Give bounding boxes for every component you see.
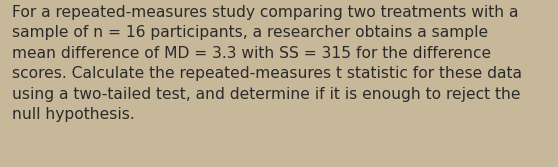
Text: For a repeated-measures study comparing two treatments with a
sample of n = 16 p: For a repeated-measures study comparing … bbox=[12, 5, 522, 122]
